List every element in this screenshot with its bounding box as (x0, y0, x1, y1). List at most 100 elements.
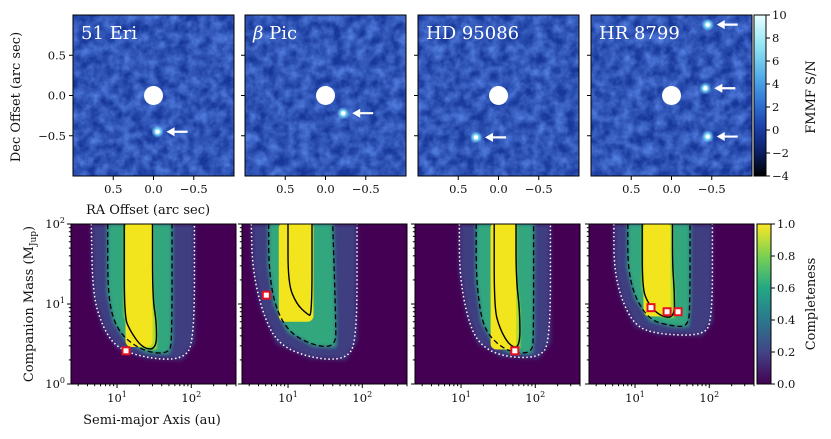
x-tick-exponent: 1 (122, 390, 127, 399)
completeness-colorbar-label: Completeness (804, 258, 819, 351)
x-tick-label: 101 (451, 390, 471, 405)
y-tick-label: 0.0 (48, 89, 66, 103)
completeness-colorbar-tick-label: 0.0 (777, 377, 795, 391)
contour-50-percent (627, 224, 691, 328)
central-mask (662, 86, 681, 105)
completeness-peak-region (278, 224, 314, 322)
x-tick-label: 0.0 (144, 182, 162, 196)
snr-colorbar-tick-label: 0 (772, 123, 779, 137)
completeness-panel: 101 102 (238, 223, 408, 405)
x-tick-base: 10 (451, 391, 466, 405)
snr-colorbar-tick-label: 4 (772, 77, 779, 91)
planet-source (473, 135, 479, 140)
completeness-panel: 101 10 2 (585, 223, 755, 405)
planet-source (341, 111, 346, 116)
x-tick-exponent: 1 (293, 390, 298, 399)
completeness-map (242, 224, 407, 384)
x-tick-exponent: 1 (640, 390, 645, 399)
x-tick-label: 102 (525, 390, 545, 405)
x-tick-label: 102 (352, 390, 372, 405)
x-tick-label: −0.5 (698, 182, 726, 196)
planet-source (705, 134, 710, 139)
x-tick-label: 101 (278, 390, 298, 405)
x-tick-exponent: 2 (196, 390, 201, 399)
snr-colorbar-tick-label: −4 (772, 169, 789, 183)
completeness-colorbar-tick-label: 0.6 (777, 281, 795, 295)
completeness-colorbar: 1.0 0.8 0.6 0.4 0.2 0.0 (756, 217, 795, 391)
companion-mass-label-close: ) (22, 226, 37, 231)
y-tick-label: 101 (45, 296, 65, 311)
x-tick-label: 102 (181, 390, 201, 405)
completeness-colorbar-tick-label: 0.8 (777, 249, 795, 263)
y-tick-label: 0.5 (48, 48, 66, 62)
snr-panel: HR 8799 0.5 0.0 −0.5 (587, 14, 753, 196)
y-tick-exponent: 1 (60, 296, 65, 305)
completeness-axis-labels: Semi-major Axis (au) Companion Mass (MJu… (22, 226, 819, 428)
fmmf-snr-colorbar-label: FMMF S/N (804, 60, 819, 133)
companion-mass-label-sub: Jup (29, 231, 39, 247)
panel-label: HD 95086 (426, 23, 519, 44)
completeness-map (589, 224, 754, 384)
contour-50-percent (107, 224, 173, 354)
arrow-head (714, 83, 723, 93)
planet-source (155, 129, 160, 134)
x-tick-exponent: 2 (540, 390, 545, 399)
arrow-head (716, 132, 725, 142)
x-tick-base: 10 (181, 391, 196, 405)
contour-90-percent (493, 224, 521, 348)
contour-50-percent (475, 224, 535, 354)
x-tick-label: 0.5 (104, 182, 122, 196)
panel-label: β Pic (252, 23, 297, 44)
arrow-head (484, 132, 493, 142)
snr-image-row: 51 Eri 0.5 0.0 −0.5 0.5 0.0 −0.5 β Pic 0.5 0.0 −0.… (38, 8, 789, 196)
y-tick-label: −0.5 (38, 129, 66, 143)
y-tick-label: 100 (45, 376, 65, 391)
x-tick-label: 0.5 (276, 182, 294, 196)
snr-colorbar-tick-label: 6 (772, 54, 779, 68)
completeness-panel: 101 102 (411, 223, 581, 405)
planet-marker (510, 346, 520, 356)
y-tick-label: 102 (45, 216, 65, 231)
snr-panel: 51 Eri 0.5 0.0 −0.5 0.5 0.0 −0.5 (38, 14, 235, 196)
contour-90-percent (287, 224, 313, 316)
x-tick-label: 101 (107, 390, 127, 405)
completeness-colorbar-tick-label: 1.0 (777, 217, 795, 231)
contour-10-percent (458, 224, 552, 359)
snr-colorbar-gradient (753, 14, 767, 177)
x-tick-base: 10 (625, 391, 640, 405)
x-tick-exponent: 1 (466, 390, 471, 399)
snr-colorbar-tick-label: 10 (772, 8, 787, 22)
x-tick-label: 0.5 (449, 182, 467, 196)
contour-90-percent (123, 224, 158, 350)
snr-axis-labels: RA Offset (arc sec) Dec Offset (arc sec)… (9, 32, 819, 218)
x-tick-label: −0.5 (180, 182, 208, 196)
x-tick-label: −0.5 (352, 182, 380, 196)
y-tick-exponent: 0 (60, 376, 65, 385)
central-mask (489, 86, 508, 105)
planet-source (703, 86, 708, 91)
x-tick-base: 10 (352, 391, 367, 405)
contour-90-percent (641, 224, 676, 318)
snr-colorbar-tick-label: 2 (772, 100, 779, 114)
snr-colorbar-tick-label: 8 (772, 31, 779, 45)
panel-label: 51 Eri (81, 23, 137, 44)
panel-label: HR 8799 (599, 23, 680, 44)
completeness-colorbar-tick-label: 0.4 (777, 313, 795, 327)
planet-marker (261, 290, 271, 300)
arrow-head (352, 108, 361, 118)
planet-source (705, 22, 710, 27)
completeness-colorbar-tick-label: 0.2 (777, 345, 795, 359)
snr-panel: β Pic 0.5 0.0 −0.5 (241, 14, 407, 196)
x-tick-exponent: 2 (714, 390, 719, 399)
x-tick-label: 101 (625, 390, 645, 405)
contour-10-percent (613, 224, 714, 336)
planet-marker (662, 307, 672, 317)
x-tick-label: −0.5 (525, 182, 553, 196)
snr-colorbar-tick-label: −2 (772, 146, 789, 160)
central-mask (144, 86, 163, 105)
completeness-map (71, 224, 236, 384)
completeness-map (415, 224, 580, 384)
